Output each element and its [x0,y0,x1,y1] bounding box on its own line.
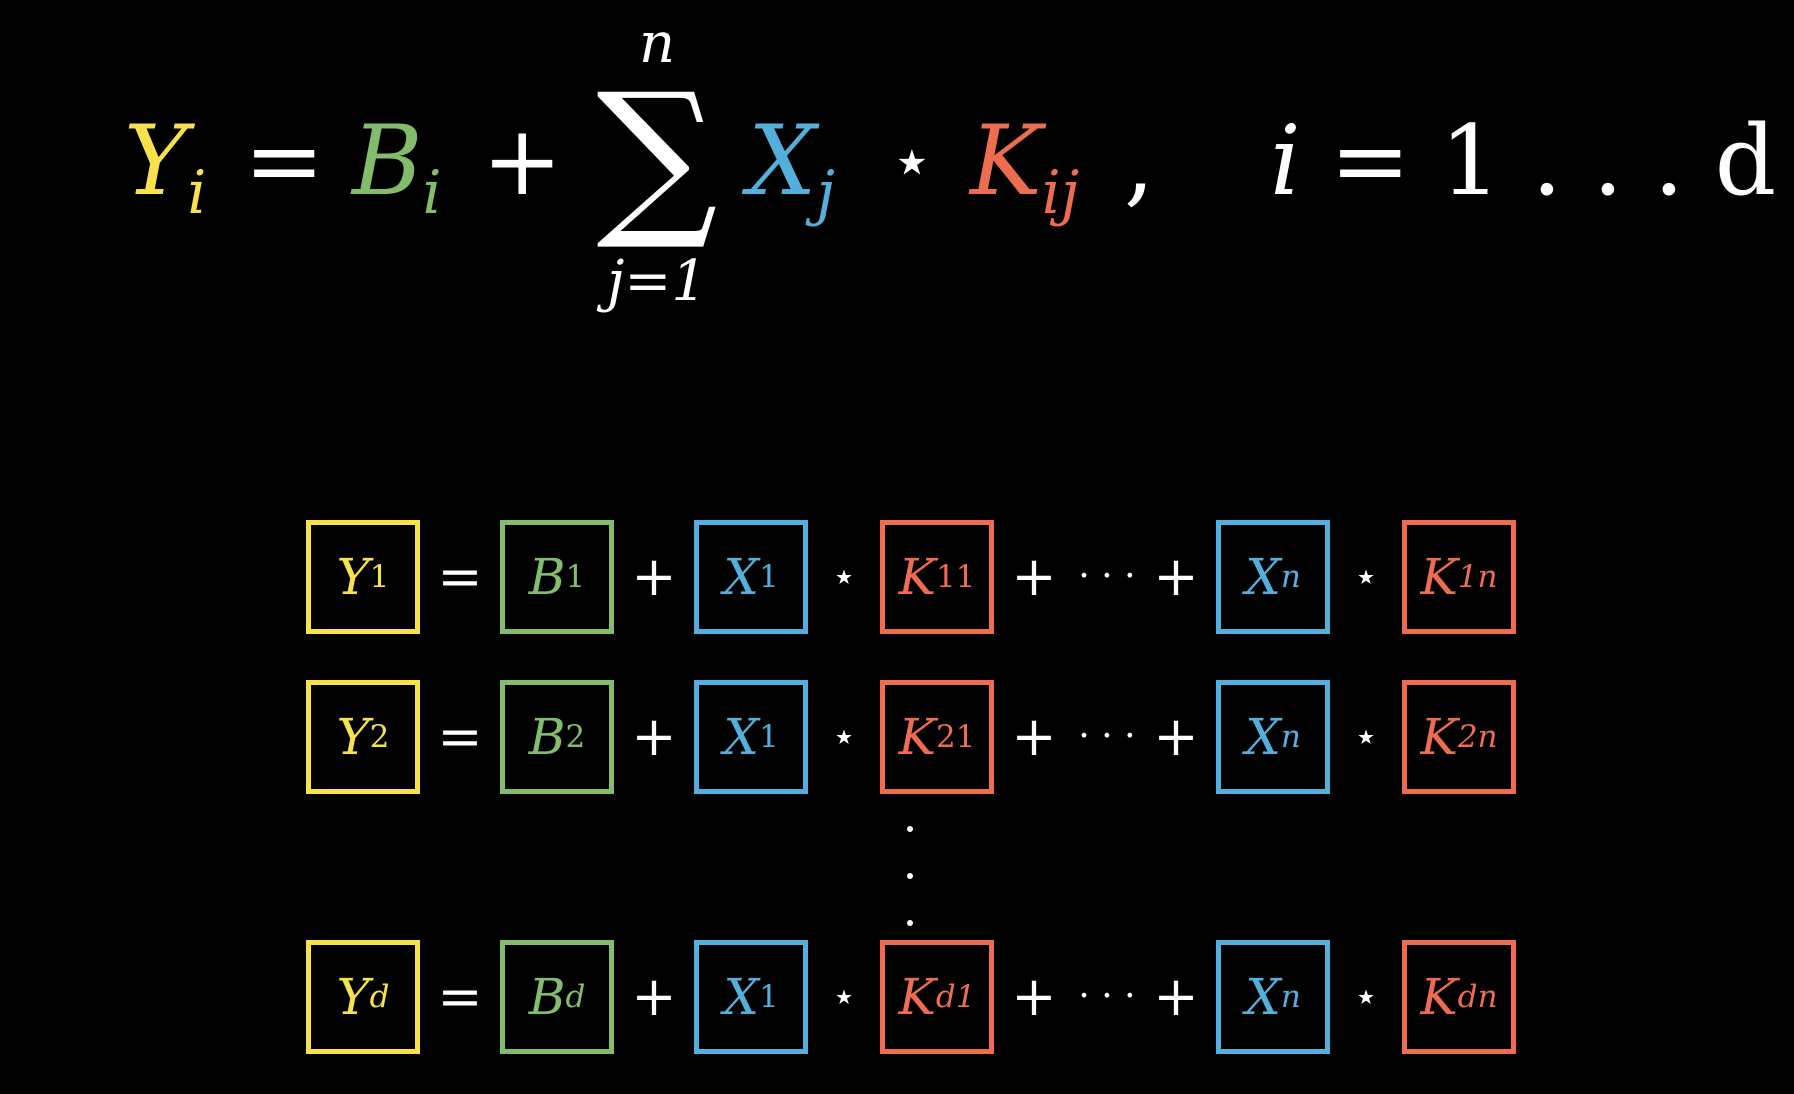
formula-plus: + [482,105,563,217]
star-operator: ⋆ [1353,714,1379,760]
cdots: · · · [1078,556,1136,597]
equals-sign: = [437,545,483,608]
formula-y-term: Yi [124,96,206,226]
formula-b-symbol: B [352,105,423,217]
star-operator: ⋆ [831,714,857,760]
formula-k-symbol: K [970,105,1042,217]
cdots: · · · [1078,976,1136,1017]
summation-sign: ∑ [596,57,718,255]
plus-sign: + [631,705,677,768]
k-box-first: K 21 [880,680,994,794]
ellipsis-dot [907,873,913,879]
formula-star: ⋆ [890,120,934,202]
equals-sign: = [437,705,483,768]
formula-k-term: Kij [970,96,1079,226]
formula-y-subscript: i [187,159,207,229]
plus-sign: + [1153,705,1199,768]
vertical-ellipsis [890,826,930,926]
star-operator: ⋆ [831,554,857,600]
formula-b-subscript: i [422,159,442,229]
plus-sign: + [1011,545,1057,608]
star-operator: ⋆ [1353,554,1379,600]
sum-lower-limit: j=1 [607,249,707,314]
plus-sign: + [1153,965,1199,1028]
k-box-last: K 2n [1402,680,1516,794]
star-operator: ⋆ [1353,974,1379,1020]
formula-b-term: Bi [352,96,442,226]
plus-sign: + [631,545,677,608]
k-box-last: K 1n [1402,520,1516,634]
sum-upper-limit: n [638,11,676,76]
main-formula: Yi = Bi + n ∑ j=1 Xj ⋆ Kij , i = 1 . . .… [0,0,1794,360]
plus-sign: + [1011,965,1057,1028]
plus-sign: + [1153,545,1199,608]
formula-range-value: 1 . . . d [1440,105,1777,217]
formula-equals: = [244,105,325,217]
formula-range-variable: i [1270,105,1301,217]
formula-x-symbol: X [748,105,817,217]
ellipsis-dot [907,826,913,832]
plus-sign: + [631,965,677,1028]
k-box-first: K 11 [880,520,994,634]
formula-range-equals: = [1330,105,1411,217]
formula-x-subscript: j [816,159,835,229]
formula-k-subscript: ij [1041,159,1080,229]
formula-comma: , [1124,105,1155,217]
formula-y-symbol: Y [124,105,188,217]
cdots: · · · [1078,716,1136,757]
ellipsis-dot [907,920,913,926]
formula-x-term: Xj [748,96,835,226]
equals-sign: = [437,965,483,1028]
plus-sign: + [1011,705,1057,768]
star-operator: ⋆ [831,974,857,1020]
